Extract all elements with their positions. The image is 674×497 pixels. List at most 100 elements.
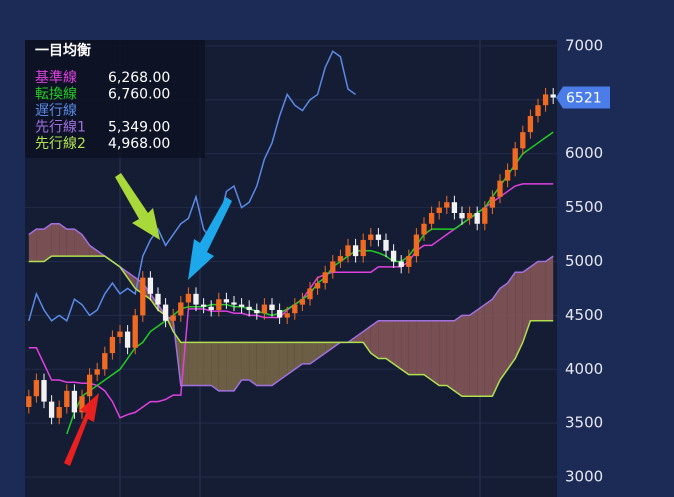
- candle-body: [284, 313, 290, 318]
- candle-body: [26, 396, 32, 408]
- candle-body: [527, 115, 534, 133]
- cloud-segment: [469, 309, 478, 397]
- legend-name: 先行線1: [35, 120, 86, 136]
- candle-body: [132, 315, 138, 348]
- cloud-segment: [294, 342, 303, 370]
- cloud-segment: [51, 223, 60, 257]
- cloud-segment: [507, 272, 516, 370]
- candle-body: [489, 196, 496, 208]
- legend-value: 5,349.00: [108, 120, 170, 136]
- cloud-segment: [188, 342, 196, 386]
- candle-body: [269, 304, 275, 310]
- candle-body: [64, 390, 70, 408]
- candle-body: [375, 234, 382, 240]
- legend-value: 6,760.00: [108, 87, 170, 103]
- candle-body: [504, 169, 511, 181]
- y-tick-label: 7000: [565, 36, 603, 54]
- candle-body: [497, 180, 503, 197]
- candle-body: [474, 212, 480, 224]
- cloud: [28, 223, 554, 397]
- cloud-segment: [408, 320, 417, 375]
- cloud-segment: [401, 320, 409, 375]
- candle-body: [345, 245, 351, 257]
- cloud-segment: [196, 342, 204, 386]
- price-tag-box: [556, 86, 610, 109]
- blue-arrow: [188, 197, 232, 280]
- line-2: [28, 50, 357, 322]
- candle-body: [33, 380, 40, 397]
- candle-body: [360, 239, 366, 257]
- candle-body: [147, 277, 154, 294]
- cloud-segment: [439, 320, 447, 386]
- y-tick-label: 4500: [565, 306, 603, 324]
- candle-body: [398, 261, 404, 267]
- candle-body: [170, 315, 176, 321]
- cloud-segment: [249, 342, 257, 386]
- candle-body: [292, 304, 298, 314]
- red-arrow: [64, 393, 99, 466]
- candle-body: [223, 299, 230, 303]
- legend-box: [25, 40, 205, 158]
- candle-body: [482, 207, 488, 224]
- candle-body: [193, 293, 199, 305]
- cloud-segment: [522, 266, 531, 343]
- candle-body: [79, 396, 85, 413]
- candle-body: [428, 212, 435, 224]
- cloud-segment: [226, 342, 234, 391]
- candle-body: [124, 331, 131, 348]
- cloud-segment: [74, 229, 82, 257]
- y-tick-label: 5500: [565, 198, 603, 216]
- y-tick-label: 4000: [565, 360, 603, 378]
- candle-body: [512, 148, 518, 170]
- cloud-segment: [378, 320, 386, 359]
- cloud-segment: [477, 304, 485, 397]
- cloud-segment: [66, 229, 75, 257]
- candle-body: [140, 277, 146, 316]
- cloud-segment: [287, 342, 295, 375]
- candle-body: [41, 380, 47, 402]
- cloud-segment: [44, 223, 52, 262]
- cloud-segment: [370, 320, 379, 359]
- candle-body: [48, 401, 55, 418]
- cloud-segment: [234, 342, 242, 391]
- cloud-segment: [500, 283, 508, 381]
- cloud-segment: [241, 342, 250, 381]
- candle-body: [520, 132, 526, 149]
- cloud-segment: [203, 342, 212, 386]
- cloud-segment: [279, 342, 288, 381]
- candle-body: [322, 272, 328, 284]
- candle-body: [94, 369, 100, 375]
- cloud-segment: [310, 342, 318, 364]
- candle-body: [459, 212, 465, 219]
- candle-body: [185, 293, 192, 303]
- cloud-segment: [355, 331, 364, 343]
- annotations: [64, 173, 232, 466]
- legend-name: 基準線: [35, 69, 77, 86]
- cloud-segment: [82, 234, 90, 257]
- cloud-segment: [302, 342, 310, 364]
- candle-body: [246, 306, 252, 310]
- candle-body: [216, 299, 222, 310]
- y-tick-label: 3500: [565, 414, 603, 432]
- legend-name: 先行線2: [35, 136, 86, 152]
- green-arrow: [115, 173, 160, 240]
- candle-body: [436, 207, 442, 213]
- candle-body: [413, 234, 420, 257]
- price-tag: 6521: [556, 86, 610, 109]
- cloud-segment: [386, 320, 394, 364]
- candle-body: [542, 94, 549, 106]
- cloud-segment: [515, 272, 523, 359]
- candle-body: [421, 223, 427, 235]
- candle-body: [109, 336, 116, 354]
- cloud-segment: [454, 315, 462, 397]
- cloud-segment: [325, 342, 333, 354]
- candle-body: [550, 94, 556, 98]
- candle-body: [155, 293, 161, 305]
- candle-body: [368, 234, 374, 240]
- cloud-segment: [545, 256, 554, 321]
- candle-body: [352, 245, 359, 257]
- candle-body: [200, 304, 207, 307]
- candle-body: [261, 304, 268, 314]
- cloud-segment: [492, 288, 500, 397]
